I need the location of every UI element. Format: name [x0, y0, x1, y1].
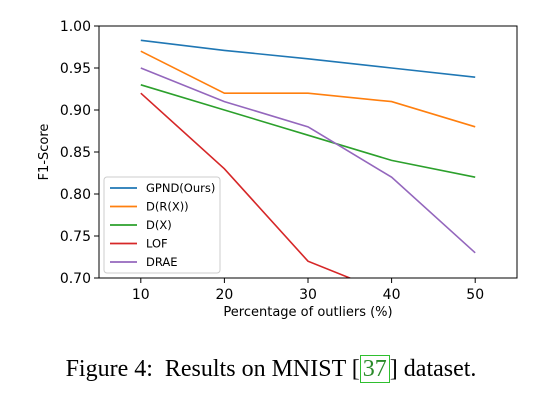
series-line-lof [140, 92, 352, 278]
legend-label-d-r-x: D(R(X)) [146, 200, 189, 214]
legend-label-d-x: D(X) [146, 218, 172, 232]
legend-label-lof: LOF [146, 237, 168, 251]
series-line-gpnd-ours [140, 39, 476, 78]
legend-label-gpnd-ours: GPND(Ours) [146, 181, 215, 195]
series-line-drae [140, 67, 476, 254]
y-tick-label: 0.75 [60, 229, 91, 245]
x-tick-label: 40 [383, 287, 401, 303]
legend-box [103, 176, 221, 274]
x-tick-label: 30 [299, 287, 317, 303]
legend: GPND(Ours) D(R(X)) D(X) LOF DRAE [103, 176, 221, 274]
series-line-d-r-x [140, 50, 476, 128]
axis-ticks: 10 20 30 40 50 0.70 0.75 0.80 0.85 0.90 0.95 1.00 [60, 19, 484, 303]
figure-caption: Figure 4: Results on MNIST [37] dataset. [0, 355, 542, 383]
y-tick-label: 1.00 [60, 19, 91, 35]
y-tick-label: 0.80 [60, 187, 91, 203]
y-axis-label: F1-Score [37, 124, 52, 181]
caption-text-start: Results on MNIST [ [164, 356, 360, 382]
y-tick-label: 0.95 [60, 61, 91, 77]
caption-prefix: Figure 4: [65, 356, 153, 382]
x-tick-label: 10 [132, 287, 150, 303]
citation-link[interactable]: 37 [359, 355, 390, 383]
legend-label-drae: DRAE [146, 255, 178, 269]
x-tick-label: 20 [215, 287, 233, 303]
y-tick-label: 0.85 [60, 145, 91, 161]
line-chart: 10 20 30 40 50 0.70 0.75 0.80 0.85 0.90 0.95 1.00 G… [37, 19, 518, 320]
series-line-d-x [140, 84, 476, 178]
y-tick-label: 0.70 [60, 271, 91, 287]
x-tick-label: 50 [466, 287, 484, 303]
y-tick-label: 0.90 [60, 103, 91, 119]
x-axis-label: Percentage of outliers (%) [223, 305, 392, 320]
series-lines [140, 39, 476, 278]
caption-text-end: ] dataset. [389, 356, 477, 382]
